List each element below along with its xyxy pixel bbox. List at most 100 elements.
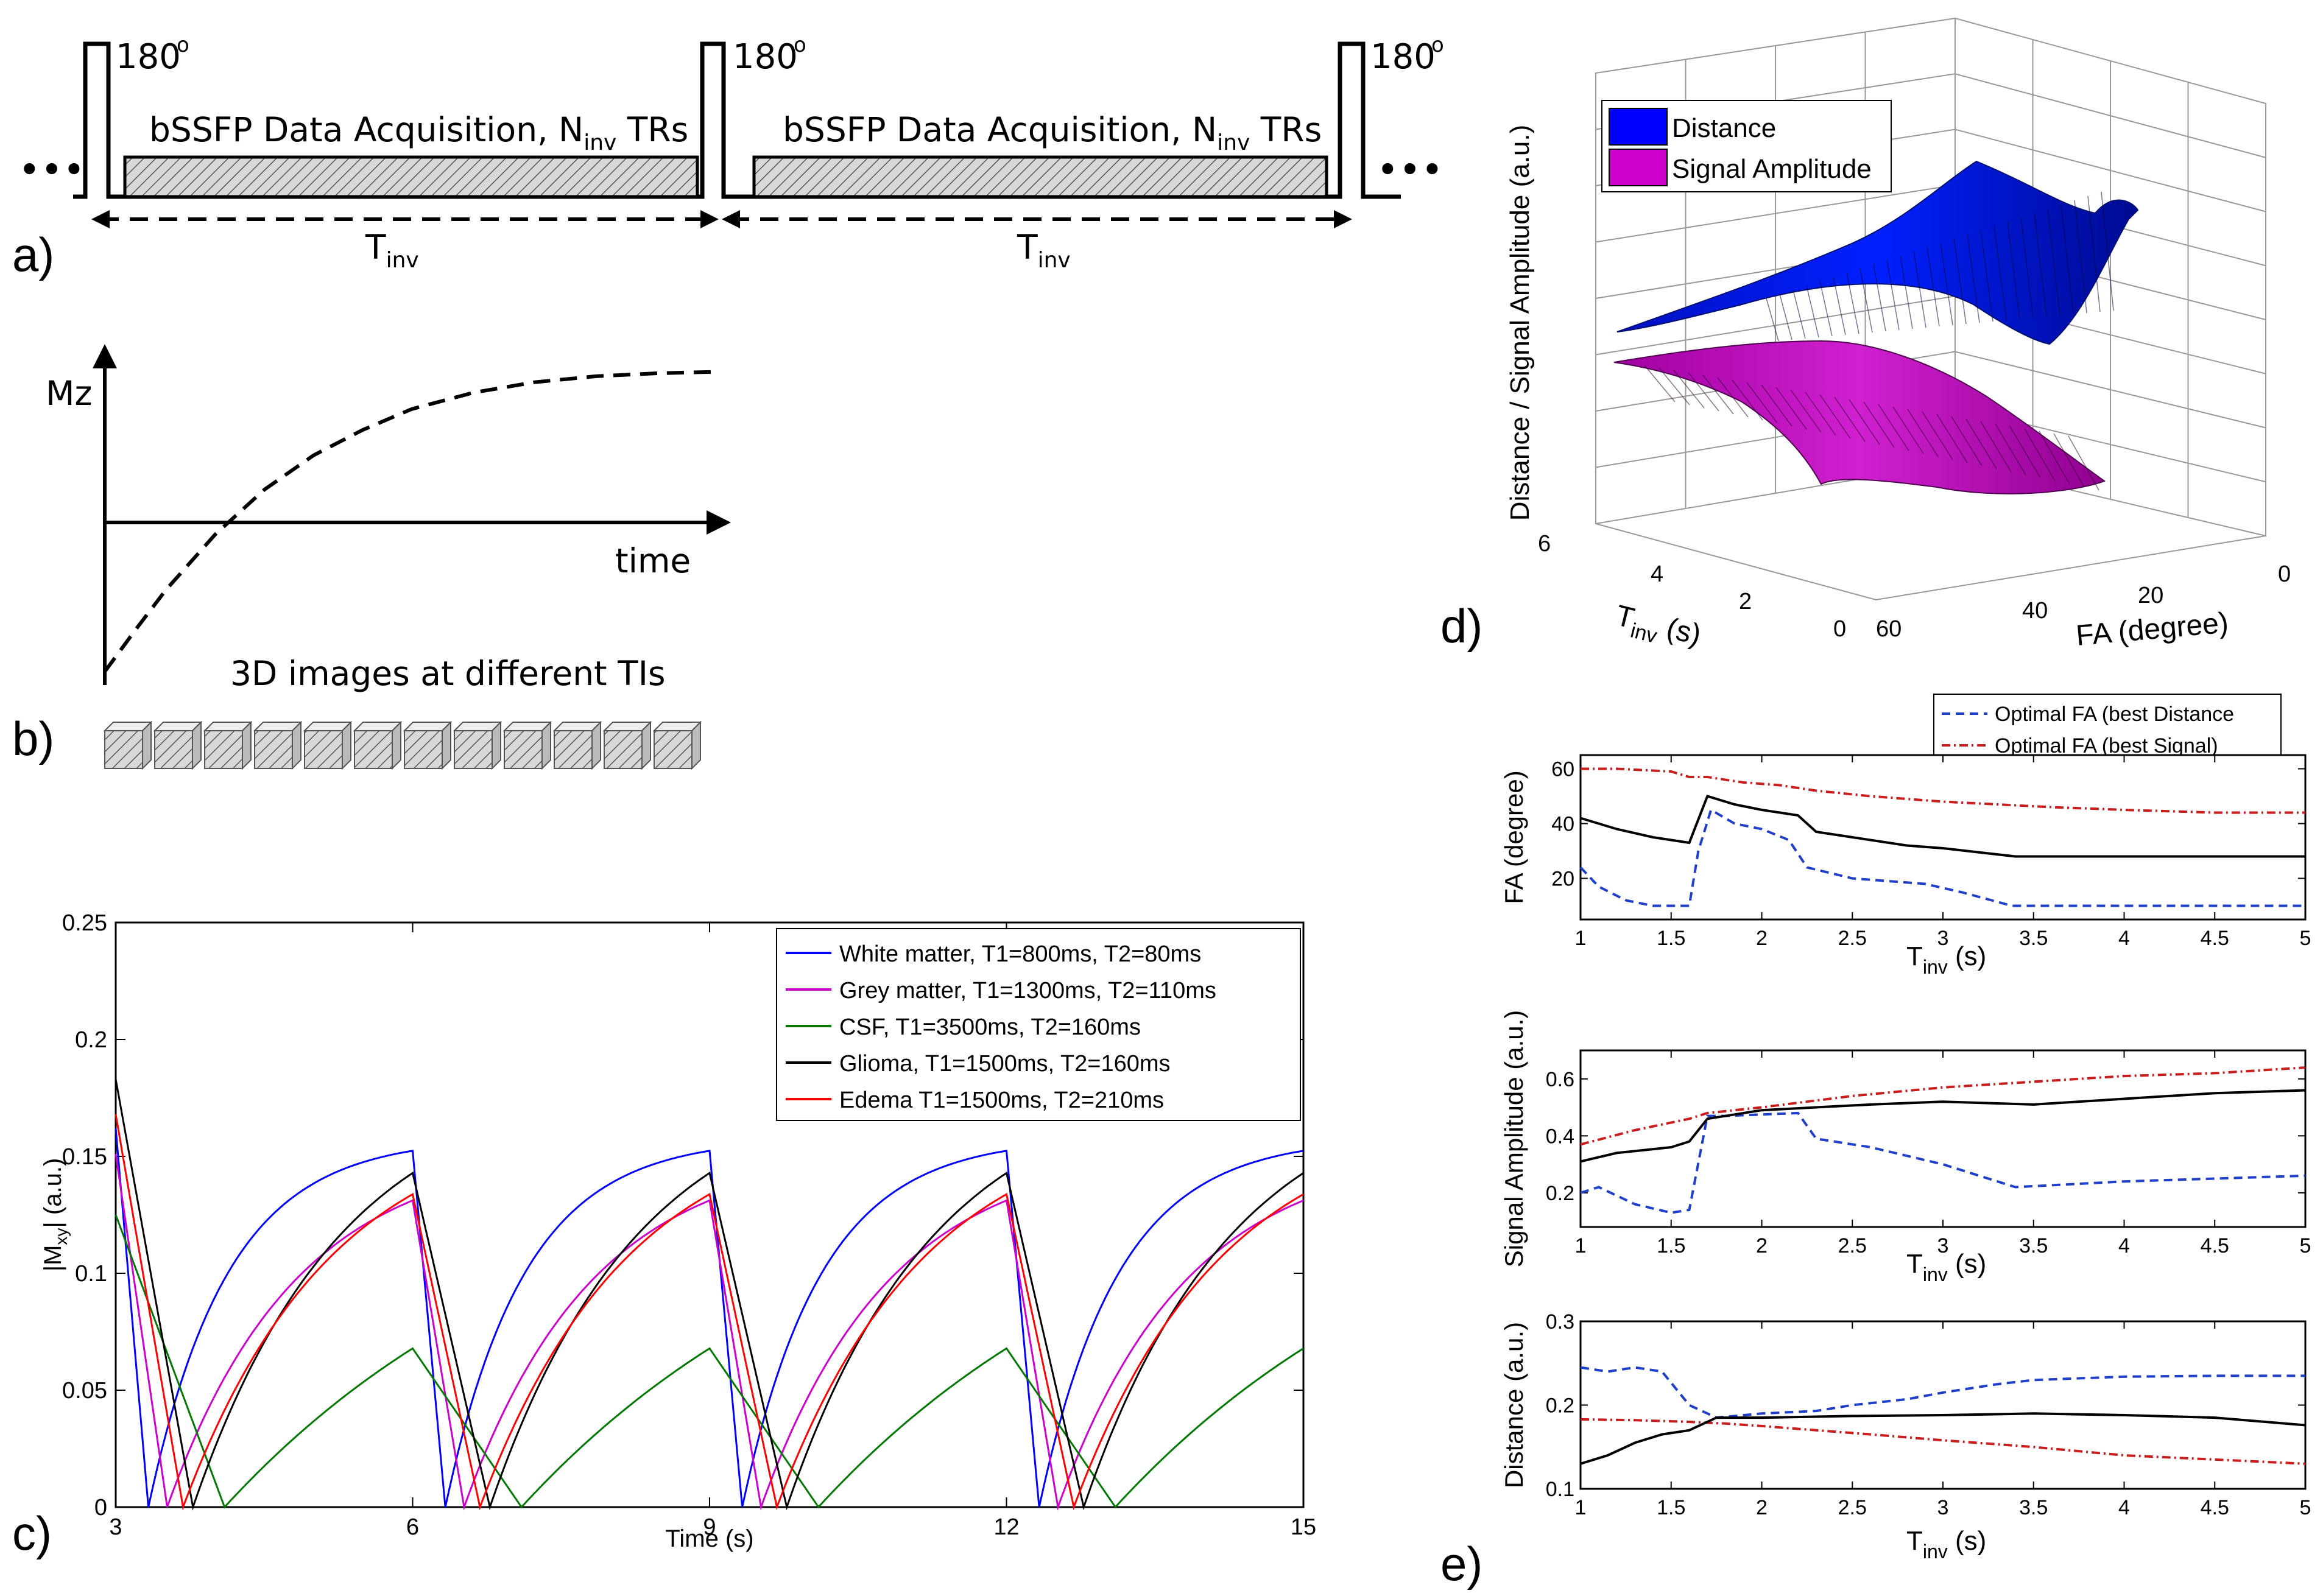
chart-c-legend-item: Edema T1=1500ms, T2=210ms [786,1088,1164,1113]
svg-text:2: 2 [1739,589,1752,614]
chart-e3-distance: 1 1.5 2 2.5 3 3.5 4 4.5 5 0.1 0.2 0.3 Tinv (s) Distan… [1500,1310,2311,1563]
panel-b-mz-recovery: Mz time 3D images at different TIs b) [12,344,731,770]
series-line [1580,1418,2306,1465]
xtick-label: 2 [1756,927,1768,950]
image-cube [153,720,203,770]
chart-c-series-line [115,1153,1304,1511]
image-cube [652,720,702,770]
image-cube [303,720,353,770]
legend-distance-label: Distance [1672,113,1776,143]
xtick-label: 4.5 [2201,1496,2229,1519]
xtick-label: 5 [2300,1496,2311,1519]
image-cube [453,720,502,770]
chart-c-legend-item: White matter, T1=800ms, T2=80ms [786,941,1201,967]
caption-3d-images: 3D images at different TIs [230,654,666,693]
ytick-label: 0.2 [1546,1394,1574,1418]
series-line [1580,1366,2305,1419]
acquisition-label-1: bSSFP Data Acquisition, Ninv TRs [149,110,688,155]
svg-text:180: 180 [1370,37,1436,77]
xtick-label: 3 [1937,1234,1949,1257]
chart-c-ytick-label: 0 [94,1495,107,1520]
svg-text:180: 180 [116,37,181,77]
xtick-label: 1 [1575,927,1587,950]
xlabel: Tinv (s) [1906,941,1986,978]
image-cube [502,720,552,770]
pulse-label-2: 180 o [733,33,806,77]
ytick-label: 20 [1551,868,1574,891]
svg-text:0: 0 [2278,561,2291,587]
chart-e1-fa: 1 1.5 2 2.5 3 3.5 4 4.5 5 20 40 60 Tinv (s) FA (degre… [1500,754,2311,978]
signal-amplitude-surface [1613,340,2106,494]
svg-text:40: 40 [2022,598,2048,624]
chart-c-legend-item: Grey matter, T1=1300ms, T2=110ms [786,978,1216,1004]
chart-c-ytick-label: 0.05 [62,1378,107,1404]
image-cube [403,720,453,770]
chart-frame [1579,1049,2307,1228]
chart-c-xtick-label: 12 [993,1514,1019,1540]
image-cube [253,720,303,770]
ellipsis-left: ••• [18,147,85,192]
xtick-label: 4.5 [2201,1234,2229,1257]
panel-label-b: b) [12,712,54,765]
chart-d-x-ticks: 0 20 40 60 [1876,561,2291,642]
chart-c-xtick-label: 9 [703,1514,716,1540]
image-cube [103,720,153,770]
xtick-label: 1.5 [1657,927,1685,950]
chart-c-legend-item: Glioma, T1=1500ms, T2=160ms [786,1051,1171,1077]
chart-c-ytick-label: 0.25 [62,910,107,936]
xtick-label: 3.5 [2019,1234,2048,1257]
svg-text:Edema T1=1500ms, T2=210ms: Edema T1=1500ms, T2=210ms [839,1088,1164,1113]
tinv-label-2: Tinv [1017,228,1071,273]
svg-text:o: o [177,33,189,57]
series-line [1580,1111,2306,1214]
series-line [1580,1066,2306,1146]
chart-d-xlabel: FA (degree) [2074,606,2229,652]
ytick-label: 0.6 [1546,1068,1574,1091]
pulse-label-3: 180 o [1370,33,1444,77]
svg-text:White matter, T1=800ms, T2=80m: White matter, T1=800ms, T2=80ms [839,941,1201,967]
xtick-label: 4 [2118,927,2130,950]
image-cube [353,720,403,770]
mz-axis-label: Mz [46,374,92,413]
image-cube-stack [103,720,702,770]
svg-text:o: o [794,33,806,57]
chart-e-legend-item: Optimal FA (best Signal) [1942,734,2218,758]
acquisition-label-2: bSSFP Data Acquisition, Ninv TRs [783,110,1322,155]
xtick-label: 5 [2300,927,2311,950]
pulse-sequence-line [73,41,1401,199]
panel-label-a: a) [12,228,54,281]
svg-text:60: 60 [1876,616,1902,642]
series-line [1580,1089,2306,1163]
svg-text:4: 4 [1651,561,1663,587]
legend-distance-swatch [1609,108,1668,146]
svg-text:CSF, T1=3500ms, T2=160ms: CSF, T1=3500ms, T2=160ms [839,1014,1141,1040]
chart-frame [1579,1320,2307,1490]
chart-c-xtick-label: 15 [1291,1514,1316,1540]
xtick-label: 1 [1575,1234,1587,1257]
xtick-label: 2.5 [1838,1496,1867,1519]
chart-c-ytick-label: 0.2 [75,1027,107,1053]
chart-c-series-line [115,1128,1304,1508]
chart-frame [1579,754,2307,921]
chart-d-zlabel: Distance / Signal Amplitude (a.u.) [1505,125,1535,521]
tinv-arrow-1 [91,210,719,228]
ylabel: Distance (a.u.) [1500,1322,1528,1488]
chart-d-legend: Distance Signal Amplitude [1601,100,1892,192]
series-line [1580,795,2305,858]
ytick-label: 0.2 [1546,1182,1574,1205]
chart-c-ylabel: |Mxy| (a.u.) [40,1158,71,1272]
chart-e-legend-item: Optimal FA (best Distance [1942,703,2234,726]
xtick-label: 2.5 [1838,927,1867,950]
panel-label-d: d) [1440,599,1482,653]
panel-label-c: c) [12,1506,52,1560]
xtick-label: 1 [1575,1496,1587,1519]
ylabel: FA (degree) [1500,770,1528,904]
ylabel: Signal Amplitude (a.u.) [1500,1010,1528,1268]
chart-c-series-line [115,1214,1304,1509]
image-cube [203,720,253,770]
xtick-label: 2.5 [1838,1234,1867,1257]
chart-c-series-line [115,1079,1304,1511]
xtick-label: 1.5 [1657,1234,1685,1257]
ytick-label: 0.4 [1546,1125,1574,1148]
